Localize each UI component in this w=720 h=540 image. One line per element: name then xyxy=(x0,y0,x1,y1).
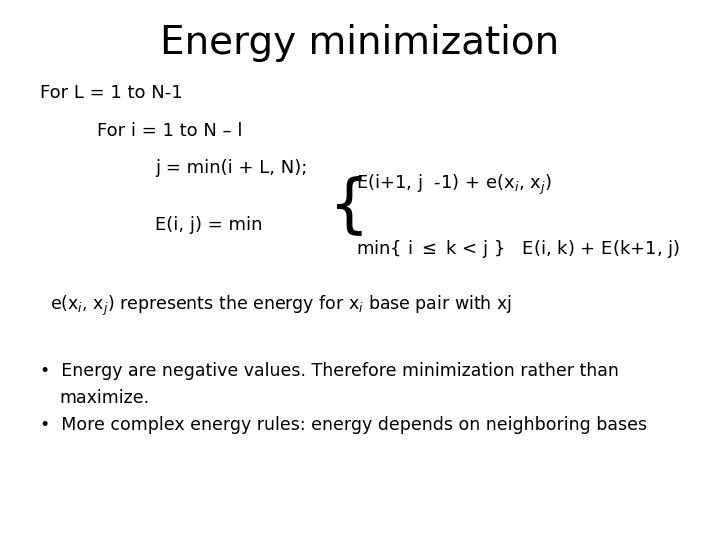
Text: E(i+1, j  -1) + e(x$_i$, x$_j$): E(i+1, j -1) + e(x$_i$, x$_j$) xyxy=(356,173,552,197)
Text: {: { xyxy=(328,176,368,237)
Text: •  Energy are negative values. Therefore minimization rather than: • Energy are negative values. Therefore … xyxy=(40,362,618,380)
Text: •  More complex energy rules: energy depends on neighboring bases: • More complex energy rules: energy depe… xyxy=(40,416,647,434)
Text: For i = 1 to N – l: For i = 1 to N – l xyxy=(97,122,243,139)
Text: For L = 1 to N-1: For L = 1 to N-1 xyxy=(40,84,182,102)
Text: E(i, j) = min: E(i, j) = min xyxy=(155,216,262,234)
Text: Energy minimization: Energy minimization xyxy=(161,24,559,62)
Text: maximize.: maximize. xyxy=(60,389,150,407)
Text: j = min(i + L, N);: j = min(i + L, N); xyxy=(155,159,307,177)
Text: e(x$_i$, x$_j$) represents the energy for x$_i$ base pair with xj: e(x$_i$, x$_j$) represents the energy fo… xyxy=(50,294,513,319)
Text: min{ i $\leq$ k < j }   E(i, k) + E(k+1, j): min{ i $\leq$ k < j } E(i, k) + E(k+1, j… xyxy=(356,238,680,260)
